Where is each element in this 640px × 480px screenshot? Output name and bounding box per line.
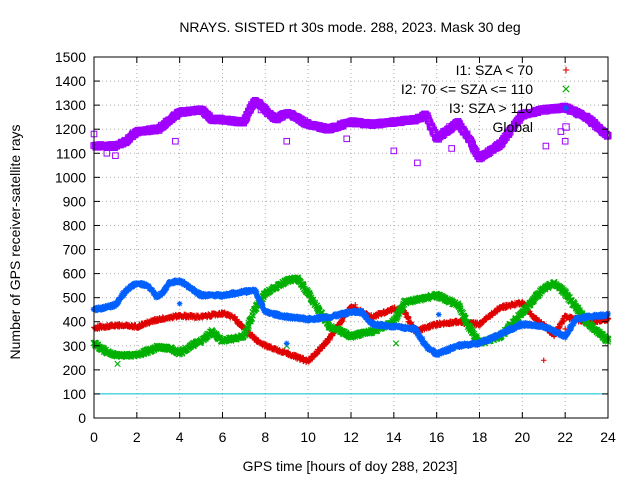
series-3-outlier [283, 137, 291, 145]
series-0-point [208, 313, 214, 320]
series-3-outlier [112, 152, 119, 159]
series-1-outlier [392, 340, 400, 347]
data-layer [90, 97, 612, 368]
series-3-outlier [542, 142, 550, 150]
series-3-outlier [448, 145, 455, 152]
series-1-outlier [114, 360, 121, 368]
series-0 [91, 298, 612, 366]
series-3-outlier [103, 149, 111, 157]
series-3 [90, 97, 612, 167]
series-3-outlier [390, 147, 398, 155]
series-3-outlier [343, 135, 351, 143]
series-0-outlier [540, 357, 547, 364]
series-3-outlier [172, 137, 179, 145]
series-3-outlier [414, 159, 421, 167]
series-3-outlier [557, 128, 565, 135]
series-3-outlier [257, 106, 265, 114]
series-3-outlier [561, 137, 569, 145]
